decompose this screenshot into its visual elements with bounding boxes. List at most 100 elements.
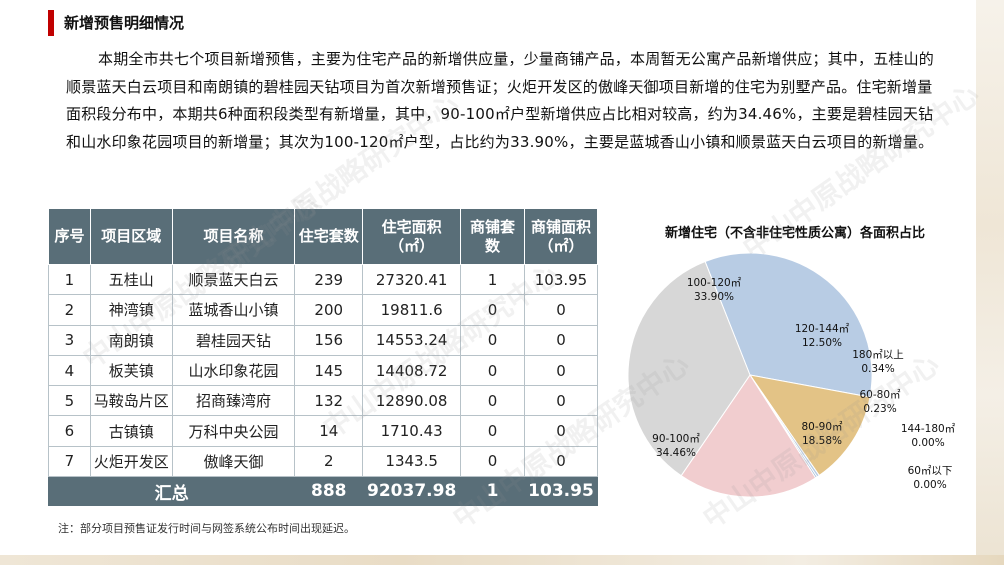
cell-res-area: 14408.72	[362, 354, 462, 387]
pie-slice-label: 60-80㎡ 0.23%	[846, 388, 914, 416]
cell-index: 5	[48, 385, 91, 417]
cell-index: 6	[48, 415, 91, 447]
pie-slice	[627, 260, 751, 477]
cell-res-area: 12890.08	[362, 385, 462, 417]
cell-area: 马鞍岛片区	[89, 385, 173, 417]
cell-area: 南朗镇	[89, 324, 173, 356]
pie-slice-category: 144-180㎡	[900, 423, 956, 435]
pie-slice-percent: 34.46%	[655, 447, 697, 459]
pie-slice-category: 90-100㎡	[652, 433, 700, 445]
header-shop-area: 商铺面积（㎡）	[523, 208, 599, 265]
total-label: 汇总	[47, 476, 296, 507]
header-index: 序号	[48, 208, 91, 265]
pie-slice-percent: 0.00%	[913, 479, 947, 491]
pie-slice-category: 120-144㎡	[794, 323, 850, 335]
cell-res-area: 14553.24	[362, 324, 462, 356]
title-accent-bar	[48, 10, 54, 36]
chart-title: 新增住宅（不含非住宅性质公寓）各面积占比	[664, 226, 925, 241]
table-row: 4 板芙镇 山水印象花园 145 14408.72 0 0	[48, 354, 599, 387]
cell-shop-units: 0	[460, 415, 525, 447]
total-shop-area: 103.95	[523, 476, 599, 507]
presale-table: 序号 项目区域 项目名称 住宅套数 住宅面积（㎡） 商铺套数 商铺面积（㎡） 1…	[47, 208, 599, 507]
pie-slice-label: 144-180㎡ 0.00%	[894, 422, 962, 450]
pie-slice-percent: 0.00%	[911, 437, 945, 449]
total-shop-units: 1	[460, 476, 525, 507]
cell-shop-units: 0	[460, 324, 525, 356]
section-title: 新增预售明细情况	[64, 14, 185, 32]
cell-shop-units: 0	[460, 445, 525, 478]
cell-shop-area: 0	[523, 324, 599, 356]
pie-slice-percent: 0.34%	[861, 363, 895, 375]
pie-slice-label: 100-120㎡ 33.90%	[680, 276, 748, 304]
cell-area: 古镇镇	[89, 415, 173, 447]
cell-res-units: 132	[294, 385, 364, 417]
table-row: 6 古镇镇 万科中央公园 14 1710.43 0 0	[48, 415, 599, 447]
cell-index: 2	[48, 294, 91, 326]
pie-slice-label: 180㎡以上 0.34%	[844, 348, 912, 376]
cell-project: 蓝城香山小镇	[171, 294, 296, 326]
pie-slice-label: 60㎡以下 0.00%	[896, 464, 964, 492]
table-row: 3 南朗镇 碧桂园天钻 156 14553.24 0 0	[48, 324, 599, 356]
total-res-area: 92037.98	[362, 476, 462, 507]
table-row: 1 五桂山 顺景蓝天白云 239 27320.41 1 103.95	[48, 263, 599, 296]
cell-res-area: 1710.43	[362, 415, 462, 447]
cell-res-units: 156	[294, 324, 364, 356]
header-area: 项目区域	[89, 208, 173, 265]
pie-slice-label: 90-100㎡ 34.46%	[642, 432, 710, 460]
pie-slice-category: 80-90㎡	[801, 421, 843, 433]
pie-slice-category: 60㎡以下	[907, 465, 953, 477]
cell-shop-area: 0	[523, 294, 599, 326]
cell-shop-area: 103.95	[523, 263, 599, 296]
cell-project: 万科中央公园	[171, 415, 296, 447]
pie-slice-percent: 0.23%	[863, 403, 897, 415]
cell-project: 顺景蓝天白云	[171, 263, 296, 296]
cell-res-units: 14	[294, 415, 364, 447]
cell-project: 山水印象花园	[171, 354, 296, 387]
cell-res-units: 200	[294, 294, 364, 326]
decorative-bottom-border	[0, 555, 1004, 565]
cell-index: 4	[48, 354, 91, 387]
cell-index: 1	[48, 263, 91, 296]
cell-project: 碧桂园天钻	[171, 324, 296, 356]
header-res-area: 住宅面积（㎡）	[362, 208, 462, 265]
header-res-units: 住宅套数	[294, 208, 364, 265]
pie-slice-category: 180㎡以上	[852, 349, 904, 361]
pie-slice-percent: 12.50%	[801, 337, 843, 349]
pie-slice-label: 80-90㎡ 18.58%	[788, 420, 856, 448]
cell-shop-area: 0	[523, 445, 599, 478]
pie-slice-percent: 33.90%	[693, 291, 735, 303]
pie-slice	[748, 374, 871, 477]
cell-area: 神湾镇	[89, 294, 173, 326]
cell-shop-area: 0	[523, 415, 599, 447]
table-total-row: 汇总 888 92037.98 1 103.95	[47, 476, 599, 507]
total-res-units: 888	[294, 476, 364, 507]
pie-slice-category: 60-80㎡	[859, 389, 901, 401]
cell-shop-units: 0	[460, 354, 525, 387]
cell-res-area: 27320.41	[362, 263, 462, 296]
cell-project: 傲峰天御	[171, 445, 296, 478]
cell-res-units: 239	[294, 263, 364, 296]
cell-res-area: 19811.6	[362, 294, 462, 326]
cell-res-units: 145	[294, 354, 364, 387]
header-project: 项目名称	[171, 208, 296, 265]
summary-paragraph: 本期全市共七个项目新增预售，主要为住宅产品的新增供应量，少量商铺产品，本周暂无公…	[66, 50, 935, 151]
cell-index: 3	[48, 324, 91, 356]
cell-shop-units: 0	[460, 294, 525, 326]
cell-area: 火炬开发区	[89, 445, 173, 478]
decorative-right-border	[976, 0, 1004, 565]
cell-index: 7	[48, 445, 91, 478]
table-header-row: 序号 项目区域 项目名称 住宅套数 住宅面积（㎡） 商铺套数 商铺面积（㎡）	[48, 208, 599, 265]
pie-slice-percent: 18.58%	[801, 435, 843, 447]
cell-area: 板芙镇	[89, 354, 173, 387]
table-row: 7 火炬开发区 傲峰天御 2 1343.5 0 0	[48, 445, 599, 478]
cell-res-area: 1343.5	[362, 445, 462, 478]
cell-shop-area: 0	[523, 354, 599, 387]
pie-slice	[704, 252, 873, 398]
cell-res-units: 2	[294, 445, 364, 478]
cell-project: 招商臻湾府	[171, 385, 296, 417]
table-row: 2 神湾镇 蓝城香山小镇 200 19811.6 0 0	[48, 294, 599, 326]
pie-slice	[680, 374, 817, 498]
header-shop-units: 商铺套数	[460, 208, 525, 265]
cell-shop-area: 0	[523, 385, 599, 417]
table-row: 5 马鞍岛片区 招商臻湾府 132 12890.08 0 0	[48, 385, 599, 417]
